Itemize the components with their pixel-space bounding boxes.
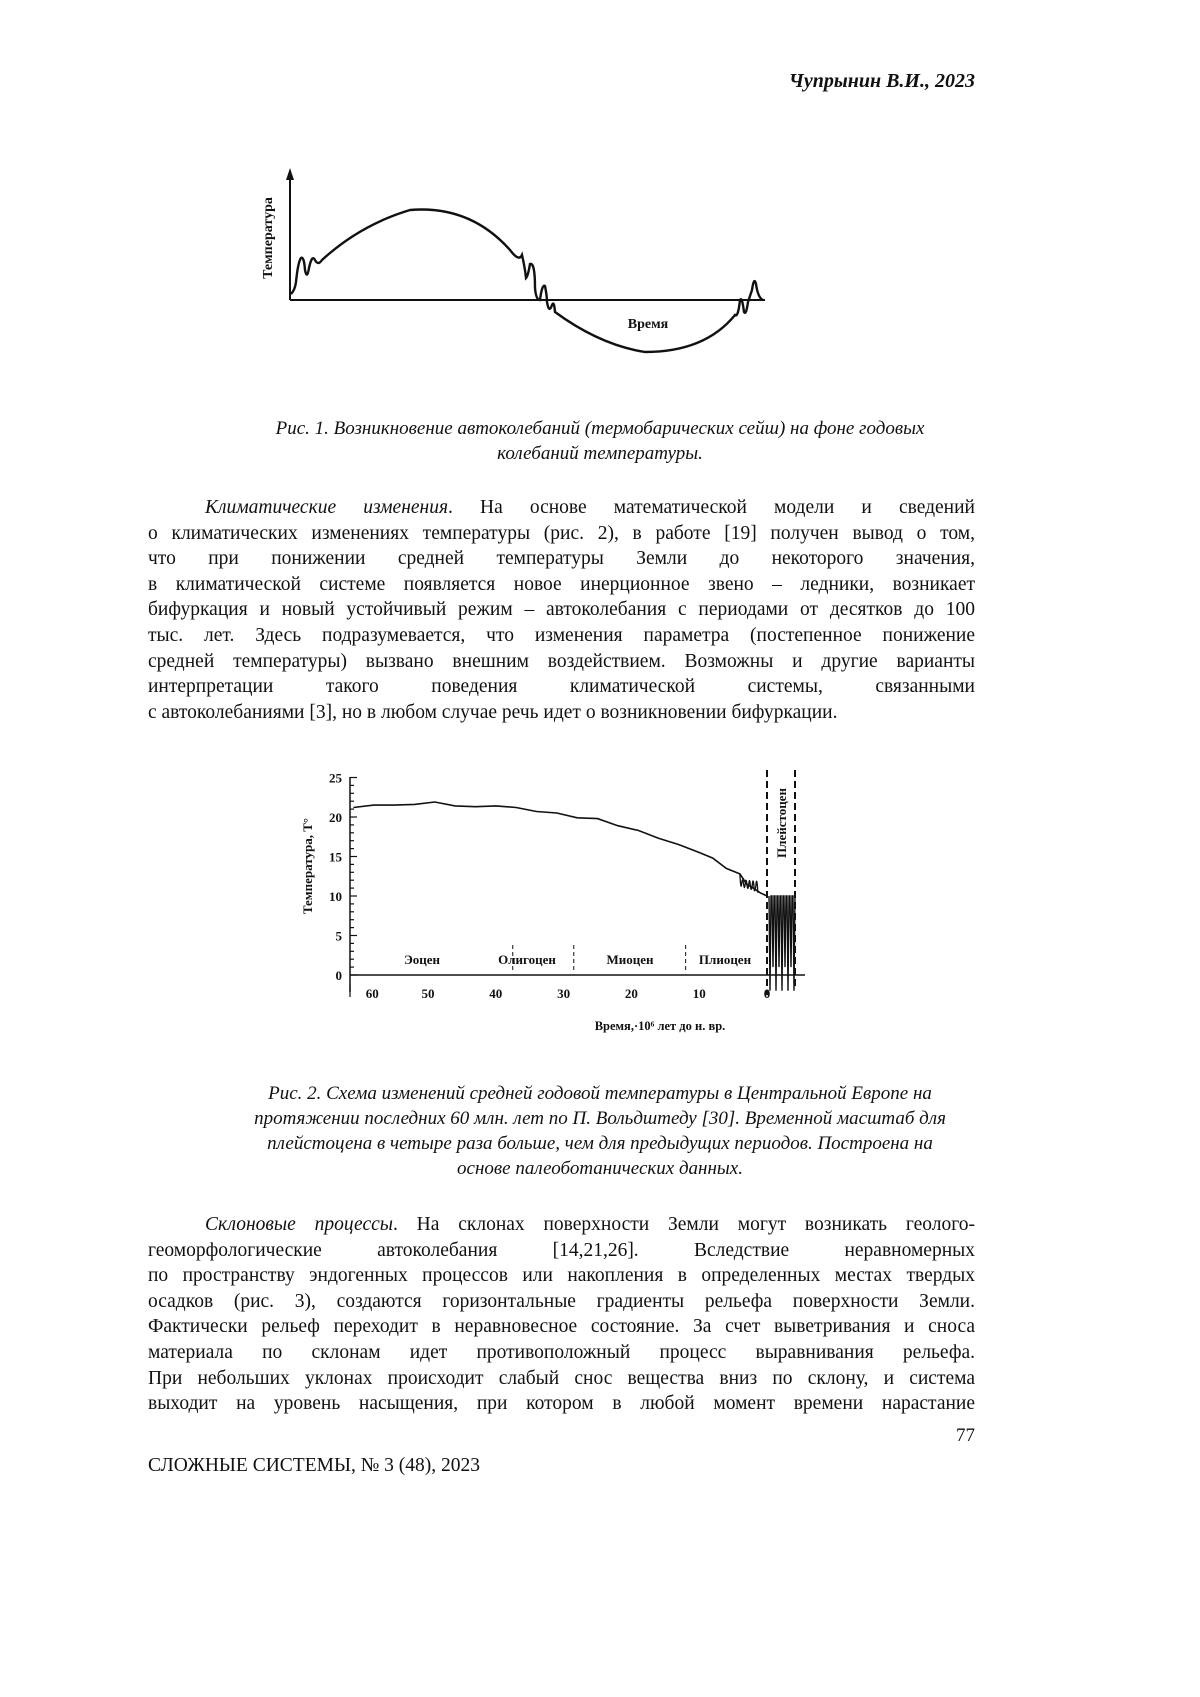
y-tick-label: 5 bbox=[336, 929, 343, 944]
x-axis-label: Время,·10⁶ лет до н. вр. bbox=[595, 1019, 726, 1033]
y-tick-label: 15 bbox=[329, 850, 343, 865]
line-text: . На склонах поверхности Земли могут воз… bbox=[393, 1214, 975, 1235]
period-label: Плиоцен bbox=[699, 952, 752, 967]
page-number: 77 bbox=[956, 1425, 975, 1447]
paragraph-line: по пространству эндогенных процессов или… bbox=[148, 1263, 975, 1288]
y-tick-label: 0 bbox=[336, 968, 343, 983]
paragraph-line: Фактически рельеф переходит в неравновес… bbox=[148, 1314, 975, 1339]
figure-2-caption-line: Рис. 2. Схема изменений средней годовой … bbox=[148, 1081, 1052, 1106]
section-lead: Склоновые процессы bbox=[205, 1214, 393, 1235]
y-tick-label: 25 bbox=[329, 771, 343, 786]
x-tick-label: 30 bbox=[557, 986, 570, 1001]
figure-2-chart: 05101520256050403020100ЭоценОлигоценМиоц… bbox=[0, 0, 1200, 1060]
x-tick-label: 50 bbox=[422, 986, 435, 1001]
paragraph-line: материала по склонам идет противоположны… bbox=[148, 1340, 975, 1365]
temperature-series-line bbox=[353, 802, 767, 896]
y-tick-label: 20 bbox=[329, 810, 342, 825]
x-tick-label: 60 bbox=[366, 986, 379, 1001]
paragraph-line: Склоновые процессы. На склонах поверхнос… bbox=[205, 1212, 975, 1237]
x-tick-label: 40 bbox=[489, 986, 502, 1001]
pleistocene-oscillations bbox=[769, 896, 796, 991]
y-tick-label: 10 bbox=[329, 889, 342, 904]
figure-2-caption-line: плейстоцена в четыре раза больше, чем дл… bbox=[148, 1131, 1052, 1156]
period-label: Эоцен bbox=[404, 952, 441, 967]
period-label-pleistocene: Плейстоцен bbox=[774, 788, 789, 858]
x-tick-label: 20 bbox=[625, 986, 638, 1001]
paragraph-line: При небольших уклонах происходит слабый … bbox=[148, 1366, 975, 1391]
paragraph-line: выходит на уровень насыщения, при которо… bbox=[148, 1391, 975, 1416]
figure-2-caption-line: основе палеоботанических данных. bbox=[148, 1156, 1052, 1181]
journal-footer: СЛОЖНЫЕ СИСТЕМЫ, № 3 (48), 2023 bbox=[148, 1455, 480, 1477]
y-axis-label: Температура, Т° bbox=[300, 818, 315, 914]
paragraph-line: осадков (рис. 3), создаются горизонтальн… bbox=[148, 1289, 975, 1314]
paragraph-line: геоморфологические автоколебания [14,21,… bbox=[148, 1238, 975, 1263]
period-label: Миоцен bbox=[606, 952, 654, 967]
figure-2-caption-line: протяжении последних 60 млн. лет по П. В… bbox=[148, 1106, 1052, 1131]
period-label: Олигоцен bbox=[498, 952, 556, 967]
x-tick-label: 10 bbox=[693, 986, 706, 1001]
